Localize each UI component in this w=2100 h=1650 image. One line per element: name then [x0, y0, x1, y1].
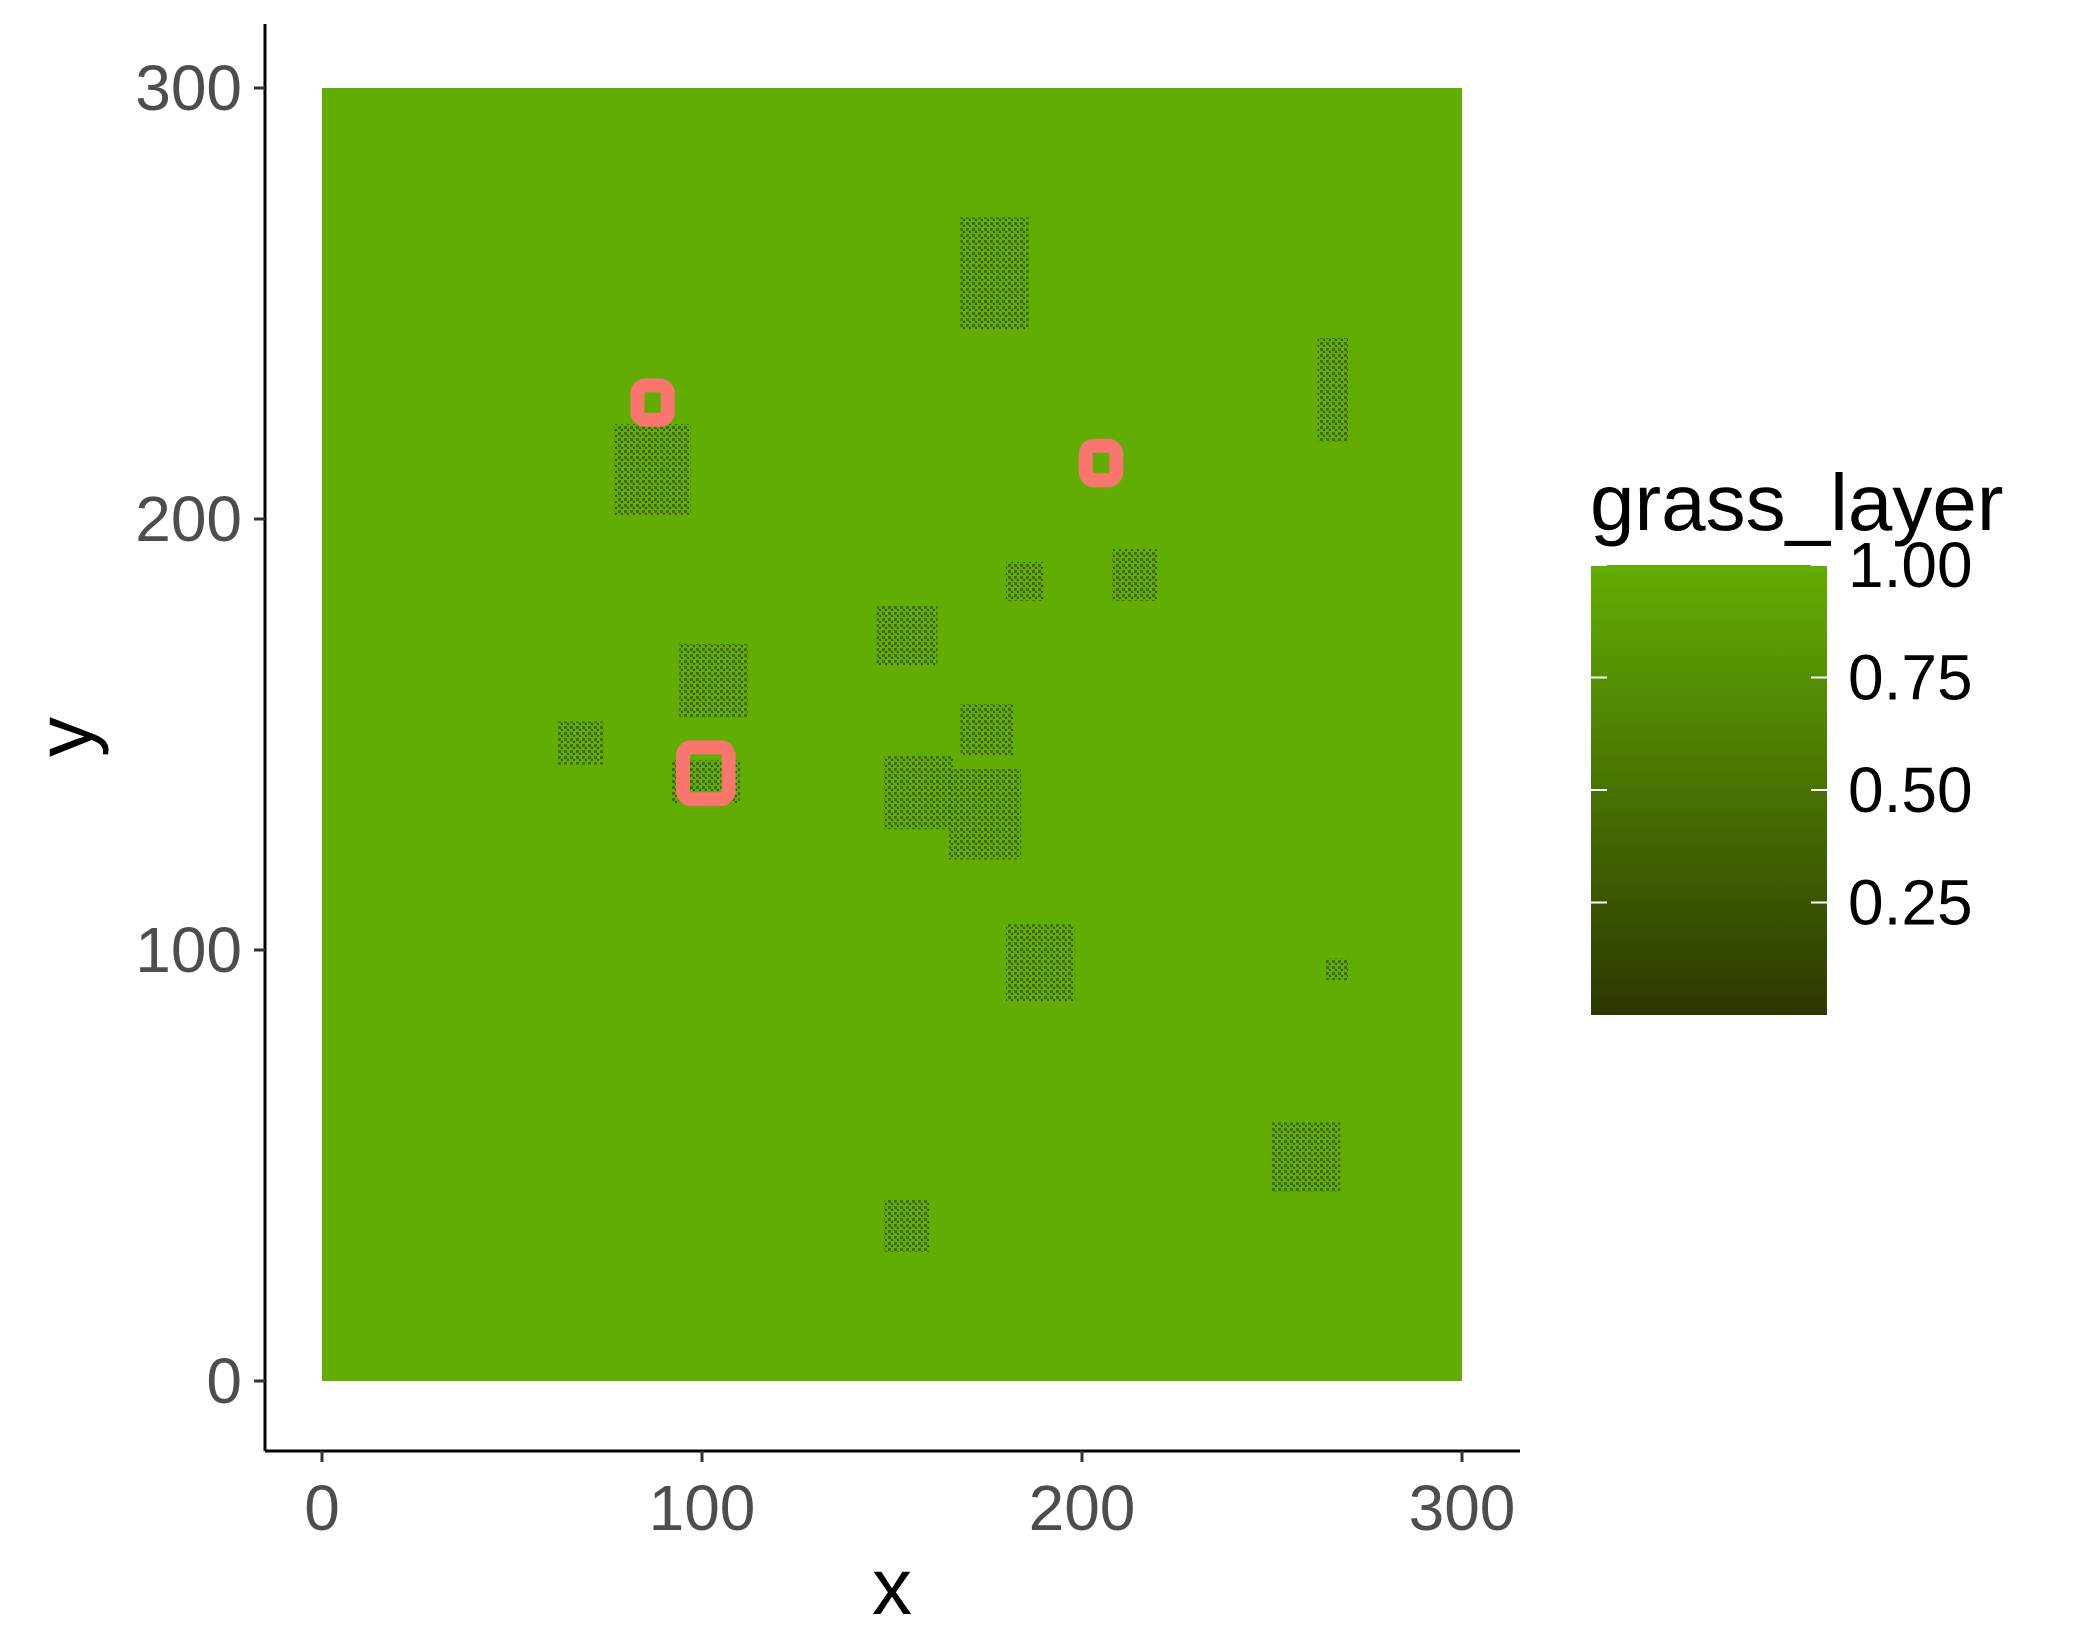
grazed-patch: [614, 424, 691, 515]
legend: grass_layer 1.00 0.75 0.50 0.25: [1590, 458, 2004, 1015]
grazed-patch: [949, 768, 1022, 860]
grazed-patch: [960, 704, 1014, 757]
highlight-box: [676, 740, 736, 807]
legend-ticks: 1.00 0.75 0.50 0.25: [1591, 529, 1973, 939]
grazed-patch: [876, 605, 938, 666]
grazed-patch: [1112, 549, 1158, 601]
legend-tick-label: 0.50: [1848, 754, 1973, 826]
y-tick-label: 200: [135, 483, 242, 555]
highlight-box: [1078, 438, 1124, 488]
grazed-patch: [960, 217, 1029, 330]
grazed-patch: [679, 643, 748, 718]
legend-tick-label: 0.25: [1848, 867, 1973, 939]
legend-tick-label: 1.00: [1848, 529, 1973, 601]
grazed-patch: [1272, 1122, 1341, 1192]
x-axis-title: x: [872, 1542, 912, 1631]
y-tick-label: 100: [135, 914, 242, 986]
legend-tick-label: 0.75: [1848, 642, 1973, 714]
y-tick-label: 300: [135, 52, 242, 124]
highlight-box-layer: [630, 378, 1124, 807]
grazed-patch: [557, 721, 604, 765]
grazed-patch: [1006, 562, 1044, 601]
tick-layer: 0 100 200 300 0 100 200 300: [135, 52, 1515, 1544]
legend-title: grass_layer: [1590, 458, 2004, 547]
x-tick-label: 300: [1409, 1472, 1516, 1544]
patch-layer: [557, 217, 1348, 1252]
highlight-box: [630, 378, 675, 427]
legend-colorbar: [1591, 565, 1827, 1015]
axes: [263, 24, 1520, 1453]
x-tick-label: 200: [1029, 1472, 1136, 1544]
grazed-patch: [1006, 924, 1075, 1002]
grazed-patch: [1325, 958, 1348, 981]
grazed-patch: [884, 1199, 930, 1252]
grazed-patch: [884, 756, 953, 830]
x-tick-label: 100: [649, 1472, 756, 1544]
grazed-patch: [1317, 337, 1348, 442]
y-axis-title: y: [20, 717, 109, 757]
x-tick-label: 0: [304, 1472, 340, 1544]
y-tick-label: 0: [206, 1345, 242, 1417]
